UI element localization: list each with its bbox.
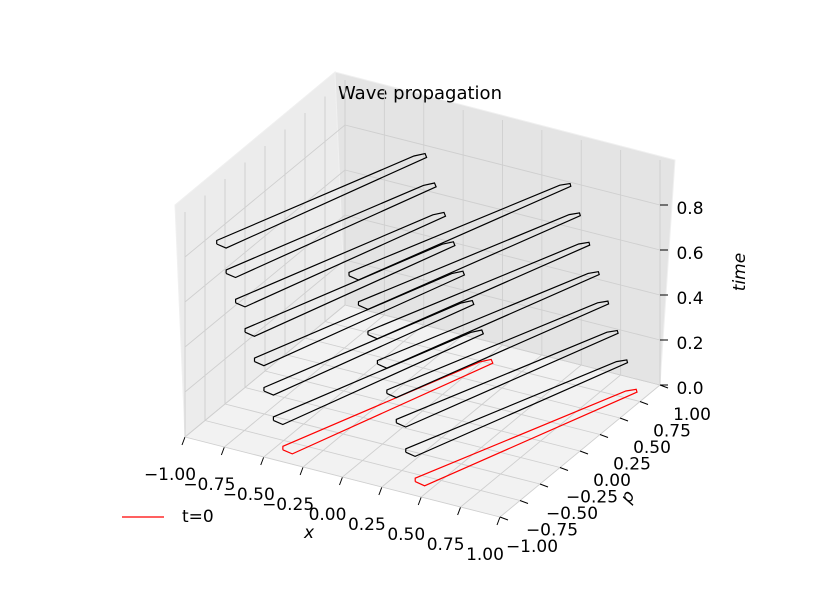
grid-line — [184, 124, 346, 258]
grid-line — [284, 354, 601, 435]
grid-line — [184, 436, 501, 518]
wave-curve — [216, 152, 572, 281]
y-tick-label: 0.00 — [593, 471, 631, 491]
grid-line — [344, 169, 661, 251]
y-tick-label: −0.50 — [546, 504, 598, 524]
z-tick-label: 0.2 — [676, 334, 703, 354]
x-tick-label: −1.00 — [144, 465, 196, 485]
x-tick — [457, 506, 462, 516]
x-tick — [220, 446, 225, 456]
y-tick-label: −1.00 — [506, 537, 558, 557]
grid-line — [264, 370, 581, 452]
chart-title: Wave propagation — [338, 83, 502, 104]
x-tick — [299, 466, 304, 476]
y-tick — [579, 450, 589, 455]
grid-line — [304, 337, 621, 419]
wave-curve — [235, 211, 591, 340]
legend-label: t=0 — [182, 507, 214, 527]
x-axis-label: x — [303, 523, 315, 543]
y-tick-label: −0.25 — [566, 488, 618, 508]
z-tick-label: 0.0 — [676, 379, 703, 399]
grid-line — [244, 387, 561, 468]
grid-line — [224, 403, 541, 485]
wave-curve — [272, 329, 629, 458]
grid-line — [344, 214, 661, 296]
grid-line — [184, 214, 346, 348]
x-tick — [417, 496, 422, 506]
x-tick — [496, 516, 501, 526]
y-tick-label: 0.50 — [633, 438, 671, 458]
x-tick-label: −0.75 — [183, 475, 235, 495]
y-tick-label: −0.75 — [526, 521, 578, 541]
y-tick — [639, 401, 649, 405]
y-tick — [539, 483, 549, 488]
grid-line — [184, 169, 346, 303]
wave-curve — [282, 358, 638, 487]
grid-line — [184, 304, 346, 438]
x-tick-label: 0.75 — [427, 535, 465, 555]
grid-line — [344, 124, 661, 206]
y-tick — [619, 417, 629, 422]
y-tick-label: 1.00 — [673, 405, 711, 425]
x-tick — [339, 476, 343, 486]
x-tick — [181, 436, 186, 446]
z-tick-label: 0.6 — [676, 244, 703, 264]
y-tick — [519, 500, 529, 504]
x-tick — [378, 486, 383, 496]
y-tick — [599, 434, 609, 438]
y-tick — [499, 516, 509, 521]
x-tick-label: −0.50 — [223, 485, 275, 505]
x-tick-label: 0.00 — [309, 505, 347, 525]
wave-curve — [263, 299, 619, 428]
y-tick-label: 0.75 — [653, 422, 691, 442]
z-axis-label: time — [730, 253, 750, 291]
x-tick — [260, 456, 265, 466]
wave-curve — [225, 182, 582, 311]
wave-curve — [253, 270, 610, 399]
x-tick-label: 1.00 — [466, 545, 504, 565]
legend: t=0 — [122, 507, 214, 527]
grid-line — [184, 259, 346, 393]
grid-line — [344, 259, 661, 341]
x-tick-label: 0.50 — [387, 525, 425, 545]
wave-curve — [244, 241, 600, 369]
x-tick-label: −0.25 — [262, 495, 314, 515]
y-tick — [559, 467, 569, 471]
z-tick-label: 0.8 — [676, 199, 703, 219]
z-tick-label: 0.4 — [676, 289, 703, 309]
y-tick-label: 0.25 — [613, 455, 651, 475]
x-tick-label: 0.25 — [348, 515, 386, 535]
grid-line — [204, 420, 521, 501]
